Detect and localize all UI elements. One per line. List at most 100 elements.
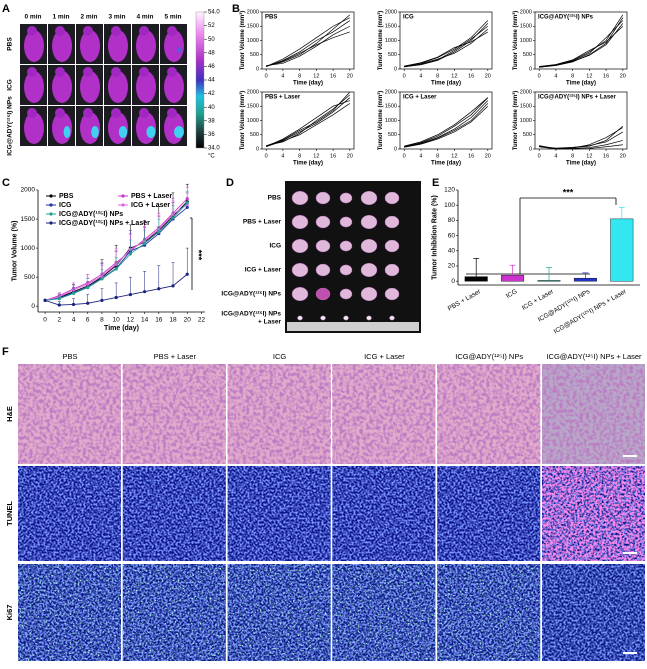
tumor — [339, 192, 353, 204]
data-point — [142, 290, 147, 294]
y-tick-label: 0 — [31, 303, 35, 310]
data-point — [185, 201, 189, 205]
group-label: PBS — [7, 37, 14, 51]
colorbar-label: 52 — [208, 23, 215, 29]
x-tick-label: 10 — [113, 317, 121, 324]
column-label: ICG@ADY(¹²⁵I) NPs — [455, 352, 523, 361]
series-line — [266, 20, 351, 68]
series-line — [404, 105, 489, 148]
y-tick-label: 0 — [256, 66, 259, 72]
tunel-signal — [542, 466, 645, 561]
y-tick-label: 1000 — [520, 118, 532, 124]
mouse-head — [27, 67, 37, 77]
ki67-signal — [437, 564, 541, 661]
chart-title: PBS + Laser — [265, 95, 301, 101]
data-point — [171, 284, 175, 288]
mouse-body — [52, 30, 72, 62]
panel-label: B — [232, 3, 240, 15]
group-label: + Laser — [258, 319, 281, 326]
mouse-body — [52, 71, 72, 103]
time-label: 5 min — [165, 14, 182, 21]
legend-marker — [121, 194, 125, 198]
y-tick-label: 0 — [529, 146, 532, 152]
group-label: ICG — [269, 243, 281, 250]
x-axis-label: Time (day) — [566, 161, 596, 167]
x-tick-label: 4 — [554, 73, 557, 79]
tumor — [291, 190, 309, 206]
data-point — [100, 277, 104, 281]
colorbar-label: 38 — [208, 118, 215, 124]
time-label: 3 min — [109, 14, 126, 21]
mouse-body — [164, 71, 184, 103]
series-line — [266, 25, 350, 66]
x-tick-label: 12 — [313, 73, 319, 79]
x-tick-label: 16 — [603, 73, 609, 79]
y-tick-label: 2000 — [247, 89, 259, 95]
mouse-head — [55, 26, 65, 36]
tumor — [360, 286, 378, 302]
y-axis-label: Tumor Volume (mm³) — [239, 91, 246, 150]
series-line — [266, 100, 350, 147]
series-line — [404, 97, 489, 147]
ki67-signal — [227, 564, 331, 661]
tumor — [366, 315, 372, 321]
tumor — [384, 191, 400, 205]
colorbar-label: 46 — [208, 64, 215, 70]
ruler — [287, 322, 419, 331]
mouse-body — [136, 71, 156, 103]
legend-marker — [49, 212, 53, 216]
series-line — [404, 97, 489, 147]
mouse-body — [80, 71, 100, 103]
x-tick-label: 8 — [436, 153, 439, 159]
x-tick-label: 0 — [265, 153, 268, 159]
data-point — [128, 252, 132, 256]
x-tick-label: 0 — [403, 73, 406, 79]
data-point — [114, 295, 118, 300]
y-tick-label: 1500 — [247, 104, 259, 110]
x-tick-label: 8 — [100, 317, 104, 324]
tissue-texture — [18, 466, 121, 561]
row-label: TUNEL — [5, 501, 14, 526]
tumor — [384, 287, 400, 301]
mouse-head — [27, 108, 37, 118]
group-label: ICG + Laser — [245, 267, 282, 274]
mouse-head — [111, 108, 121, 118]
tissue-texture — [18, 364, 121, 464]
y-tick-label: 1500 — [247, 24, 259, 30]
tumor — [384, 239, 400, 253]
panel-label: A — [2, 3, 10, 15]
tumor — [360, 190, 378, 206]
y-tick-label: 500 — [388, 52, 397, 58]
chart-title: PBS — [265, 15, 277, 21]
x-tick-label: 20 — [620, 153, 626, 159]
legend-label: ICG@ADY(¹²⁵I) NPs + Laser — [59, 220, 150, 227]
tumor-photo — [285, 181, 421, 333]
time-label: 1 min — [53, 14, 70, 21]
x-axis-label: Time (day) — [293, 161, 323, 167]
y-tick-label: 500 — [250, 132, 259, 138]
data-point — [128, 292, 132, 297]
x-tick-label: 16 — [155, 317, 163, 324]
panel-label: D — [226, 177, 234, 189]
chart-title: ICG@ADY(¹²⁵I) NPs + Laser — [538, 94, 617, 101]
panel-label: C — [2, 177, 10, 189]
ki67-signal — [122, 564, 226, 661]
x-axis-label: Time (day) — [431, 81, 461, 87]
tumor — [384, 263, 400, 277]
mouse-head — [83, 67, 93, 77]
series-line — [404, 28, 489, 68]
y-tick-label: 20 — [448, 263, 456, 270]
colorbar-label: 36 — [208, 132, 215, 138]
x-tick-label: 14 — [141, 317, 149, 324]
data-point — [185, 205, 189, 210]
y-tick-label: 500 — [523, 132, 532, 138]
x-tick-label: 6 — [86, 317, 90, 324]
y-tick-label: 1500 — [21, 216, 36, 223]
y-tick-label: 60 — [448, 232, 456, 239]
panel-label: E — [432, 177, 439, 189]
y-tick-label: 1000 — [385, 38, 397, 44]
mouse-body — [24, 71, 44, 103]
ki67-signal — [332, 564, 436, 661]
legend-label: PBS + Laser — [131, 193, 172, 200]
